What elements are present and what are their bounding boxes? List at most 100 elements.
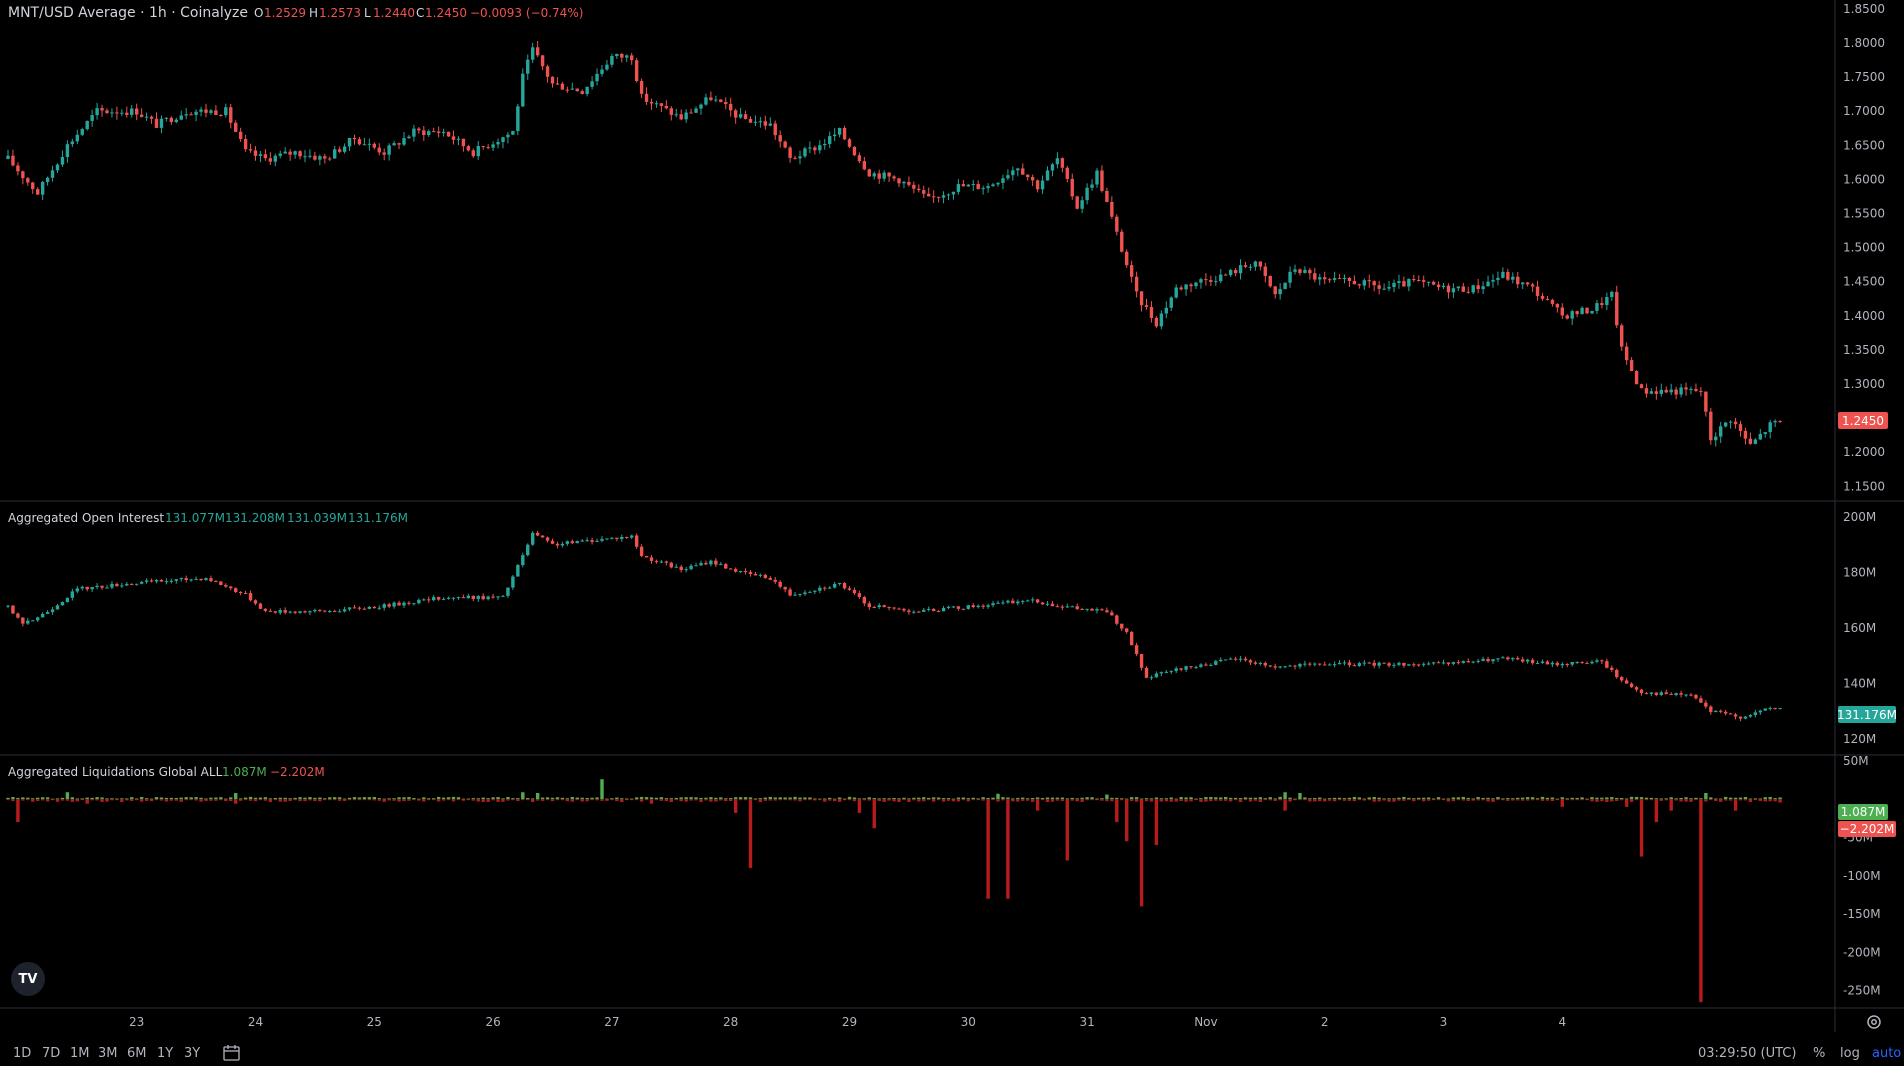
percent-scale-toggle[interactable]: % (1813, 1046, 1826, 1061)
oi-candle-body (1313, 663, 1317, 665)
liq-long-bar (565, 798, 570, 800)
liq-long-bar (1372, 796, 1376, 800)
oi-candle-body (456, 597, 461, 599)
price-candle-body (318, 156, 322, 160)
timeframe-6m-button[interactable]: 6M (127, 1046, 147, 1061)
liq-long-bar (798, 797, 802, 800)
price-candle-body (521, 73, 525, 107)
liq-short-bar (1055, 799, 1060, 801)
liq-short-badge (1838, 821, 1896, 837)
oi-candle-body (847, 588, 852, 590)
timeframe-1d-button[interactable]: 1D (13, 1046, 32, 1061)
oi-candle-body (75, 588, 79, 592)
liq-long-bar (828, 797, 832, 800)
price-candle-body (214, 110, 218, 116)
liq-long-badge (1838, 804, 1888, 820)
liq-short-bar (204, 799, 208, 801)
oi-candle-body (927, 608, 931, 610)
liq-long-bar (1110, 797, 1114, 800)
liq-long-bar (1105, 794, 1109, 800)
chart-canvas[interactable]: 1.85001.80001.75001.70001.65001.60001.55… (0, 0, 1904, 1032)
liq-long-bar (615, 797, 619, 800)
liq-long-bar (1521, 797, 1525, 800)
oi-candle-body (1728, 713, 1733, 715)
oi-candle-body (174, 579, 178, 581)
liq-short-bar (1164, 799, 1168, 802)
liq-short-bar (748, 799, 753, 869)
oi-candle-body (1649, 692, 1654, 694)
price-candle-body (793, 157, 797, 159)
liq-long-bar (1159, 798, 1164, 800)
liq-long-bar (45, 797, 50, 800)
calendar-icon[interactable] (222, 1044, 242, 1062)
timeframe-3m-button[interactable]: 3M (98, 1046, 118, 1061)
timeframe-1m-button[interactable]: 1M (70, 1046, 90, 1061)
liq-short-bar (1624, 799, 1629, 807)
oi-candle-body (1654, 692, 1659, 695)
tradingview-logo-icon[interactable]: TV (11, 962, 45, 996)
liq-short-bar (184, 799, 188, 801)
liq-short-bar (971, 799, 975, 801)
price-candle-body (1268, 275, 1272, 287)
liq-long-bar (1580, 797, 1584, 800)
price-candle-body (248, 149, 253, 151)
liq-long-bar (1154, 797, 1159, 800)
timeframe-7d-button[interactable]: 7D (42, 1046, 61, 1061)
liq-long-bar (26, 797, 30, 800)
price-axis-label: 1.5000 (1843, 241, 1885, 255)
oi-candle-body (45, 612, 50, 614)
settings-gear-icon[interactable] (1864, 1012, 1884, 1032)
liq-long-bar (243, 797, 248, 800)
liq-short-bar (105, 799, 109, 802)
liq-short-bar (90, 799, 94, 801)
liq-short-bar (654, 799, 659, 801)
liq-short-bar (1639, 799, 1644, 857)
liq-short-bar (1184, 799, 1188, 802)
liq-long-bar (40, 797, 45, 800)
liq-short-bar (595, 799, 599, 801)
liq-short-bar (828, 799, 832, 801)
oi-candle-body (1525, 659, 1530, 662)
liq-short-bar (115, 799, 119, 801)
oi-candle-body (615, 537, 619, 539)
liq-short-bar (1728, 799, 1733, 801)
oi-candle-body (1426, 663, 1431, 665)
utc-clock[interactable]: 03:29:50 (UTC) (1698, 1046, 1797, 1061)
auto-scale-toggle[interactable]: auto (1872, 1046, 1902, 1061)
liq-short-bar (1501, 799, 1505, 801)
oi-candle-body (224, 585, 228, 587)
oi-candle-body (1679, 693, 1683, 695)
liq-long-bar (263, 797, 268, 800)
liq-long-bar (813, 798, 817, 800)
liq-long-bar (1016, 797, 1020, 800)
timeframe-1y-button[interactable]: 1Y (157, 1046, 174, 1061)
price-candle-body (164, 117, 169, 119)
liq-long-bar (783, 797, 787, 800)
liq-long-bar (788, 797, 792, 800)
oi-candle-body (1773, 707, 1777, 709)
liq-long-bar (625, 798, 629, 800)
liq-long-bar (313, 797, 317, 800)
oi-candle-body (1684, 694, 1688, 696)
liq-short-bar (65, 799, 70, 801)
liq-long-bar (70, 797, 75, 800)
price-axis-label: 1.5500 (1843, 206, 1885, 220)
oi-candle-body (1496, 658, 1500, 660)
liq-short-bar (1278, 799, 1282, 801)
timeframe-3y-button[interactable]: 3Y (184, 1046, 201, 1061)
oi-candle-body (1357, 663, 1362, 666)
price-candle-body (1426, 281, 1431, 283)
liq-long-bar (610, 798, 614, 800)
liq-long-bar (1243, 797, 1248, 800)
liq-long-bar (679, 797, 683, 800)
liq-long-bar (1125, 798, 1129, 800)
liq-short-bar (837, 799, 842, 802)
liq-short-bar (1669, 799, 1673, 811)
liq-long-bar (793, 796, 797, 800)
liq-short-bar (1115, 799, 1119, 823)
liq-short-bar (397, 799, 401, 802)
price-candle-body (946, 194, 951, 196)
log-scale-toggle[interactable]: log (1840, 1046, 1860, 1061)
liq-short-bar (907, 799, 911, 803)
liq-short-bar (337, 799, 342, 801)
